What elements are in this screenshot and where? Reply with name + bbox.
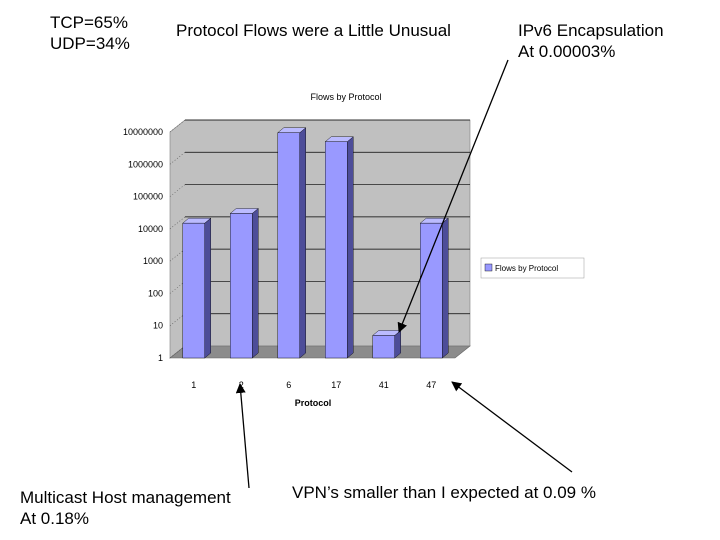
y-tick-label: 1 <box>158 353 163 363</box>
y-tick-label: 100000 <box>133 192 163 202</box>
legend-label: Flows by Protocol <box>495 264 558 273</box>
grid-depth-line <box>169 248 186 262</box>
y-tick-label: 1000000 <box>128 159 163 169</box>
bar-side <box>252 208 259 359</box>
bar-side <box>442 217 449 359</box>
slide-title: Protocol Flows were a Little Unusual <box>176 21 451 40</box>
grid-depth-line <box>169 216 186 230</box>
ipv6-annotation: IPv6 Encapsulation At 0.00003% <box>518 21 664 61</box>
grid-depth-line <box>169 313 186 326</box>
bar-protocol-2 <box>230 213 253 359</box>
y-tick-label: 10 <box>153 321 163 331</box>
x-tick-label: 17 <box>331 380 341 390</box>
bar-protocol-1 <box>182 222 205 359</box>
annotation-arrows <box>235 59 573 489</box>
multicast-annotation: Multicast Host management At 0.18% <box>20 488 231 528</box>
grid-depth-line <box>169 152 186 165</box>
y-tick-label: 10000 <box>138 224 163 234</box>
protocol-share-stats: TCP=65% UDP=34% <box>50 13 130 53</box>
chart-legend: Flows by Protocol <box>480 257 585 279</box>
bar-side <box>204 217 211 359</box>
vpn-annotation: VPN’s smaller than I expected at 0.09 % <box>292 483 596 502</box>
legend-swatch <box>484 263 493 272</box>
bar-protocol-47 <box>420 222 443 359</box>
y-tick-label: 100 <box>148 288 163 298</box>
ipv6-arrow <box>397 59 509 333</box>
x-tick-label: 41 <box>379 380 389 390</box>
legend-box <box>480 257 585 279</box>
y-tick-label: 10000000 <box>123 127 163 137</box>
bar-protocol-6 <box>277 132 300 359</box>
x-axis-label: Protocol <box>295 398 332 408</box>
bar-side <box>299 127 306 359</box>
x-tick-label: 1 <box>191 380 196 390</box>
chart-title: Flows by Protocol <box>310 92 381 102</box>
y-tick-label: 1000 <box>143 256 163 266</box>
bar-protocol-17 <box>325 141 348 359</box>
bar-protocol-41 <box>372 335 395 359</box>
grid-depth-line <box>169 184 186 197</box>
multicast-arrow <box>235 383 250 489</box>
vpn-arrow <box>451 381 573 473</box>
grid-depth-line <box>169 345 186 359</box>
grid-depth-line <box>169 119 186 133</box>
bar-side <box>347 136 354 359</box>
grid-depth-line <box>169 281 186 294</box>
x-tick-label: 6 <box>286 380 291 390</box>
x-tick-label: 47 <box>426 380 436 390</box>
